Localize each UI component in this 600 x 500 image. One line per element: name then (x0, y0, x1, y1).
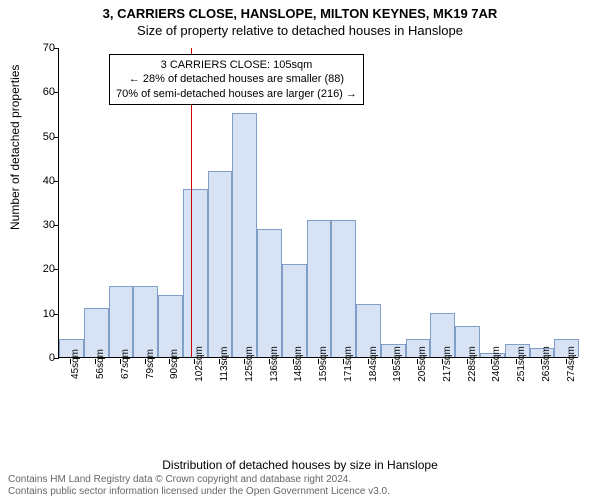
histogram-bar (257, 229, 282, 357)
x-tick: 205sqm (405, 360, 430, 408)
y-tick-label: 50 (29, 131, 55, 143)
x-tick-label: 45sqm (70, 349, 81, 379)
page-title: 3, CARRIERS CLOSE, HANSLOPE, MILTON KEYN… (0, 6, 600, 21)
chart-area: 0102030405060703 CARRIERS CLOSE: 105sqm←… (58, 48, 578, 408)
x-tick: 251sqm (504, 360, 529, 408)
title-block: 3, CARRIERS CLOSE, HANSLOPE, MILTON KEYN… (0, 0, 600, 38)
x-tick-label: 240sqm (491, 346, 502, 382)
x-tick-label: 184sqm (368, 346, 379, 382)
x-tick-label: 90sqm (169, 349, 180, 379)
x-ticks-container: 45sqm56sqm67sqm79sqm90sqm102sqm113sqm125… (58, 360, 578, 408)
x-tick-label: 228sqm (467, 346, 478, 382)
histogram-bar (307, 220, 332, 357)
y-tick-mark (54, 181, 59, 182)
x-tick: 240sqm (479, 360, 504, 408)
annotation-line: 3 CARRIERS CLOSE: 105sqm (116, 58, 357, 72)
y-tick-label: 20 (29, 263, 55, 275)
x-tick-label: 136sqm (269, 346, 280, 382)
y-tick-mark (54, 48, 59, 49)
histogram-bar (208, 171, 233, 357)
footer-line-1: Contains HM Land Registry data © Crown c… (8, 474, 390, 486)
y-tick-label: 70 (29, 42, 55, 54)
x-tick: 195sqm (380, 360, 405, 408)
x-tick-label: 205sqm (417, 346, 428, 382)
annotation-line: 70% of semi-detached houses are larger (… (116, 87, 357, 101)
x-tick-label: 217sqm (442, 346, 453, 382)
y-tick-label: 10 (29, 308, 55, 320)
y-tick-label: 60 (29, 86, 55, 98)
x-tick: 171sqm (330, 360, 355, 408)
x-tick-label: 56sqm (95, 349, 106, 379)
x-tick: 274sqm (553, 360, 578, 408)
x-tick: 228sqm (454, 360, 479, 408)
x-tick: 184sqm (355, 360, 380, 408)
x-tick-label: 159sqm (318, 346, 329, 382)
footer-line-2: Contains public sector information licen… (8, 486, 390, 498)
x-tick-label: 274sqm (566, 346, 577, 382)
histogram-bar (109, 286, 134, 357)
y-tick-mark (54, 137, 59, 138)
x-tick-label: 79sqm (145, 349, 156, 379)
x-tick: 148sqm (281, 360, 306, 408)
y-tick-label: 40 (29, 175, 55, 187)
histogram-bar (331, 220, 356, 357)
y-tick-mark (54, 92, 59, 93)
histogram-bar (232, 113, 257, 357)
x-tick-label: 263sqm (541, 346, 552, 382)
x-tick-label: 251sqm (516, 346, 527, 382)
x-tick: 263sqm (529, 360, 554, 408)
y-tick-mark (54, 358, 59, 359)
y-tick-mark (54, 314, 59, 315)
x-axis-label: Distribution of detached houses by size … (0, 458, 600, 472)
x-tick-label: 195sqm (392, 346, 403, 382)
x-tick: 136sqm (256, 360, 281, 408)
x-tick: 125sqm (231, 360, 256, 408)
x-tick: 45sqm (58, 360, 83, 408)
x-tick: 217sqm (429, 360, 454, 408)
x-tick: 159sqm (306, 360, 331, 408)
annotation-line: ← 28% of detached houses are smaller (88… (116, 72, 357, 86)
y-tick-mark (54, 225, 59, 226)
x-tick: 90sqm (157, 360, 182, 408)
x-tick: 113sqm (207, 360, 232, 408)
page-subtitle: Size of property relative to detached ho… (0, 23, 600, 38)
x-tick-label: 113sqm (219, 347, 230, 382)
y-axis-label: Number of detached properties (8, 65, 22, 230)
y-tick-label: 30 (29, 219, 55, 231)
annotation-box: 3 CARRIERS CLOSE: 105sqm← 28% of detache… (109, 54, 364, 105)
histogram-bar (158, 295, 183, 357)
y-tick-mark (54, 269, 59, 270)
histogram-bar (183, 189, 208, 357)
x-tick: 56sqm (83, 360, 108, 408)
x-tick: 67sqm (108, 360, 133, 408)
histogram-bar (282, 264, 307, 357)
plot-region: 0102030405060703 CARRIERS CLOSE: 105sqm←… (58, 48, 578, 358)
footer-note: Contains HM Land Registry data © Crown c… (8, 474, 390, 498)
x-tick-label: 67sqm (120, 349, 131, 379)
x-tick-label: 171sqm (343, 346, 354, 382)
x-tick-label: 148sqm (293, 346, 304, 382)
x-tick-label: 102sqm (194, 346, 205, 382)
x-tick: 102sqm (182, 360, 207, 408)
x-tick-label: 125sqm (244, 346, 255, 382)
y-tick-label: 0 (29, 352, 55, 364)
histogram-bar (133, 286, 158, 357)
x-tick: 79sqm (132, 360, 157, 408)
